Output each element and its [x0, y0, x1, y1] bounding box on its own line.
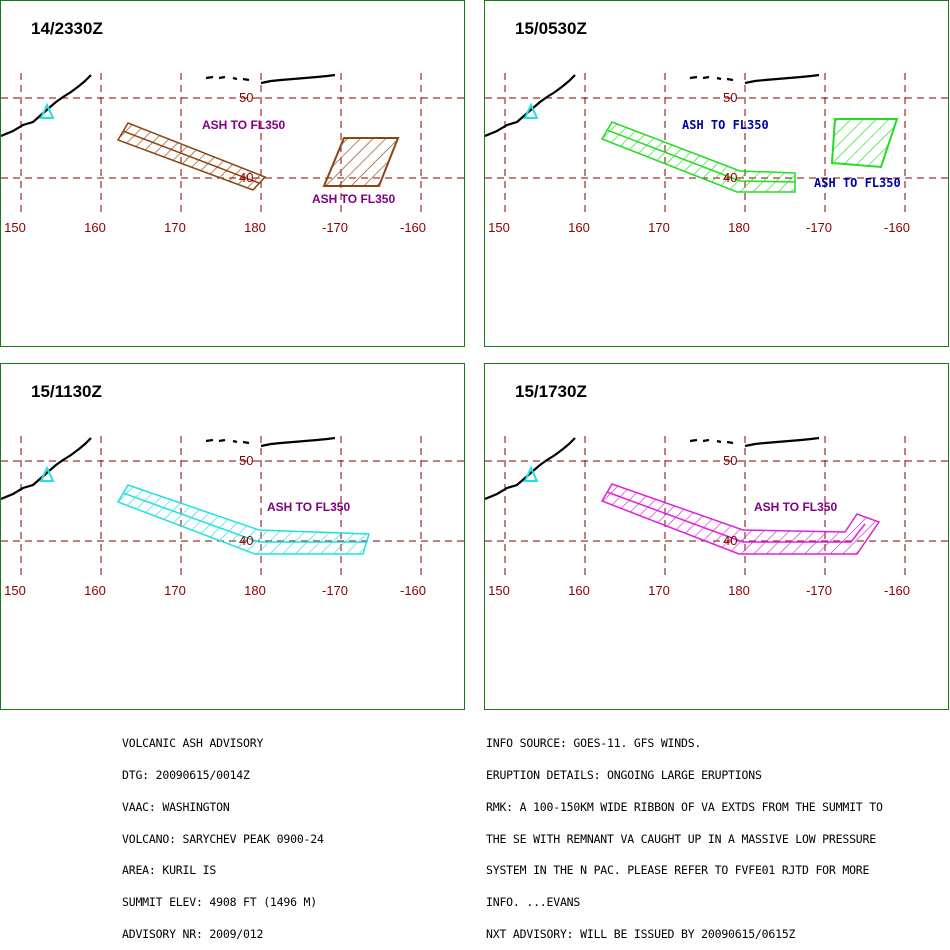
- advisory-line: VOLCANIC ASH ADVISORY: [122, 736, 264, 751]
- volcano-marker: [39, 465, 55, 482]
- ash-axis-line: [606, 129, 796, 183]
- coastline: [485, 436, 820, 501]
- lon-label-w160: -160: [884, 583, 910, 598]
- ash-axis-line: [122, 492, 367, 543]
- lon-label-160: 160: [84, 220, 106, 235]
- advisory-line: THE SE WITH REMNANT VA CAUGHT UP IN A MA…: [486, 831, 876, 846]
- lon-label-180: 180: [244, 583, 266, 598]
- advisory-line: VAAC: WASHINGTON: [122, 799, 230, 814]
- lon-label-170: 170: [648, 220, 670, 235]
- lon-label-170: 170: [164, 583, 186, 598]
- ash-label: ASH TO FL350: [814, 176, 901, 190]
- volcano-marker: [523, 465, 539, 482]
- panel-time-title: 15/0530Z: [515, 19, 587, 38]
- lon-label-180: 180: [728, 583, 750, 598]
- ash-label: ASH TO FL350: [312, 192, 395, 206]
- map-panel-3: 50 40 150 160 170 180 -170 -160 ASH TO F…: [0, 363, 465, 710]
- volcano-marker: [39, 102, 55, 119]
- lon-label-w170: -170: [322, 583, 348, 598]
- lon-label-150: 150: [488, 220, 510, 235]
- coastline: [1, 436, 336, 501]
- advisory-right-text: INFO SOURCE: GOES-11. GFS WINDS. ERUPTIO…: [486, 717, 883, 950]
- ash-axis-line: [606, 491, 866, 543]
- lat-label-40: 40: [239, 170, 253, 185]
- graticule: [485, 436, 948, 579]
- lon-label-w170: -170: [806, 220, 832, 235]
- volcano-marker: [523, 102, 539, 119]
- lon-label-w160: -160: [400, 583, 426, 598]
- coastline: [1, 73, 336, 138]
- advisory-left-text: VOLCANIC ASH ADVISORY DTG: 20090615/0014…: [122, 717, 324, 950]
- advisory-line: ERUPTION DETAILS: ONGOING LARGE ERUPTION…: [486, 767, 762, 782]
- advisory-line: ADVISORY NR: 2009/012: [122, 926, 264, 941]
- lat-label-50: 50: [723, 90, 737, 105]
- ash-label: ASH TO FL350: [267, 500, 350, 514]
- advisory-line: AREA: KURIL IS: [122, 863, 217, 878]
- ash-area-ribbon: [600, 121, 796, 193]
- lon-label-160: 160: [568, 220, 590, 235]
- ash-area-polygon: [830, 118, 899, 169]
- lon-label-170: 170: [164, 220, 186, 235]
- map-canvas: 50 40 150 160 170 180 -170 -160 ASH TO F…: [1, 73, 464, 235]
- advisory-line: VOLCANO: SARYCHEV PEAK 0900-24: [122, 831, 324, 846]
- advisory-line: DTG: 20090615/0014Z: [122, 767, 250, 782]
- lon-label-160: 160: [568, 583, 590, 598]
- ash-area-ribbon: [600, 483, 881, 555]
- lon-label-w170: -170: [806, 583, 832, 598]
- advisory-line: INFO SOURCE: GOES-11. GFS WINDS.: [486, 736, 702, 751]
- lon-label-170: 170: [648, 583, 670, 598]
- advisory-line: SUMMIT ELEV: 4908 FT (1496 M): [122, 895, 317, 910]
- lat-label-40: 40: [723, 533, 737, 548]
- map-panel-4: 50 40 150 160 170 180 -170 -160 ASH TO F…: [484, 363, 949, 710]
- advisory-line: INFO. ...EVANS: [486, 895, 581, 910]
- advisory-line: NXT ADVISORY: WILL BE ISSUED BY 20090615…: [486, 926, 796, 941]
- lon-label-180: 180: [728, 220, 750, 235]
- lat-label-40: 40: [239, 533, 253, 548]
- ash-label: ASH TO FL350: [682, 118, 769, 132]
- ash-area-ribbon: [116, 484, 370, 555]
- map-canvas: 50 40 150 160 170 180 -170 -160 ASH TO F…: [485, 73, 948, 235]
- lon-label-150: 150: [4, 583, 26, 598]
- lat-label-50: 50: [239, 453, 253, 468]
- ash-label: ASH TO FL350: [754, 500, 837, 514]
- panel-time-title: 14/2330Z: [31, 19, 103, 38]
- map-canvas: 50 40 150 160 170 180 -170 -160 ASH TO F…: [1, 436, 464, 598]
- ash-label: ASH TO FL350: [202, 118, 285, 132]
- map-canvas: 50 40 150 160 170 180 -170 -160 ASH TO F…: [485, 436, 948, 598]
- lon-label-w170: -170: [322, 220, 348, 235]
- advisory-line: SYSTEM IN THE N PAC. PLEASE REFER TO FVF…: [486, 863, 870, 878]
- advisory-line: RMK: A 100-150KM WIDE RIBBON OF VA EXTDS…: [486, 799, 883, 814]
- lon-label-180: 180: [244, 220, 266, 235]
- lon-label-w160: -160: [884, 220, 910, 235]
- coastline: [485, 73, 820, 138]
- lat-label-50: 50: [239, 90, 253, 105]
- lat-label-50: 50: [723, 453, 737, 468]
- panel-time-title: 15/1730Z: [515, 382, 587, 401]
- lon-label-150: 150: [4, 220, 26, 235]
- panel-time-title: 15/1130Z: [31, 382, 102, 401]
- lon-label-150: 150: [488, 583, 510, 598]
- lon-label-160: 160: [84, 583, 106, 598]
- map-panel-2: 50 40 150 160 170 180 -170 -160 ASH TO F…: [484, 0, 949, 347]
- ash-axis-line: [122, 130, 260, 184]
- lon-label-w160: -160: [400, 220, 426, 235]
- ash-area-polygon: [322, 137, 400, 187]
- lat-label-40: 40: [723, 170, 737, 185]
- graticule: [1, 436, 464, 579]
- map-panel-1: 50 40 150 160 170 180 -170 -160 ASH TO F…: [0, 0, 465, 347]
